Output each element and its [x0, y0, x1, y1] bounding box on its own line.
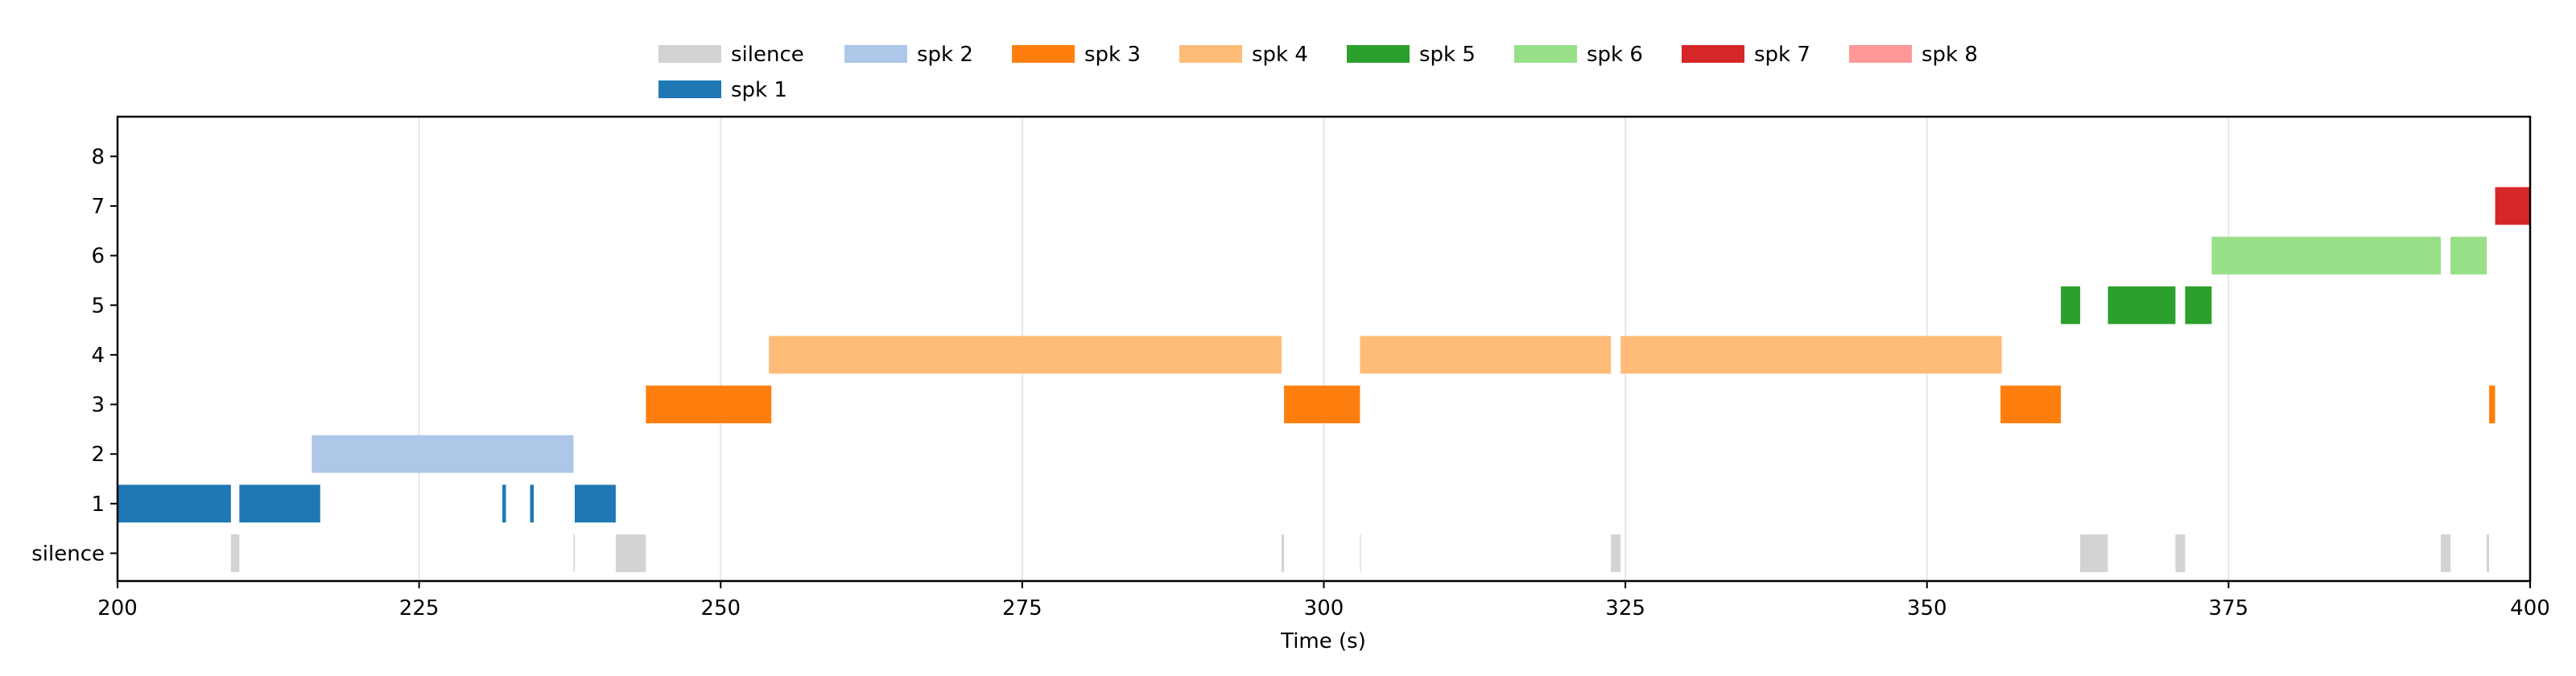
- legend-label: silence: [731, 43, 804, 67]
- legend-swatch: [1514, 45, 1577, 63]
- legend-swatch: [658, 80, 721, 98]
- segment-silence: [2441, 534, 2451, 572]
- x-tick-label: 275: [1002, 596, 1042, 620]
- segment-spk-3: [2000, 385, 2062, 423]
- y-tick-label: 8: [91, 145, 105, 169]
- legend-swatch: [1347, 45, 1410, 63]
- x-tick-label: 325: [1605, 596, 1645, 620]
- x-tick-label: 375: [2209, 596, 2249, 620]
- segment-spk-6: [2450, 237, 2487, 275]
- x-axis-ticks: 200 225 250 275 300 325 350 375 400: [97, 581, 2550, 620]
- x-tick-label: 350: [1907, 596, 1947, 620]
- segment-spk-6: [2211, 237, 2442, 275]
- segment-silence: [1282, 534, 1285, 572]
- segment-spk-4: [1360, 336, 1612, 374]
- segment-spk-4: [769, 336, 1282, 374]
- segment-spk-3: [646, 385, 772, 423]
- segments: [118, 187, 2530, 572]
- legend-label: spk 3: [1084, 43, 1141, 67]
- segment-spk-1: [502, 484, 506, 523]
- segment-silence: [1611, 534, 1621, 572]
- segment-spk-4: [1620, 336, 2002, 374]
- segment-spk-7: [2495, 187, 2530, 225]
- segment-silence: [2175, 534, 2186, 572]
- y-tick-label: 1: [91, 493, 105, 517]
- segment-spk-5: [2185, 286, 2212, 324]
- y-tick-label: 3: [91, 394, 105, 418]
- y-tick-label: 6: [91, 245, 105, 269]
- gridlines: [117, 117, 2531, 581]
- segment-spk-3: [1284, 385, 1360, 423]
- segment-silence: [573, 534, 575, 572]
- segment-spk-1: [239, 484, 320, 523]
- x-tick-label: 300: [1304, 596, 1344, 620]
- segment-spk-2: [312, 435, 574, 473]
- legend: silence spk 2 spk 3 spk 4 spk 5 spk 6 spk 7 spk…: [658, 43, 1978, 102]
- segment-spk-1: [118, 484, 231, 523]
- segment-silence: [615, 534, 646, 572]
- segment-silence: [2080, 534, 2108, 572]
- y-tick-label: 5: [91, 294, 105, 318]
- x-axis-label: Time (s): [1280, 629, 1366, 653]
- legend-swatch: [658, 45, 721, 63]
- x-tick-label: 400: [2510, 596, 2550, 620]
- segment-spk-1: [574, 484, 616, 523]
- legend-label: spk 4: [1252, 43, 1308, 67]
- legend-swatch: [1012, 45, 1075, 63]
- y-tick-label: 4: [91, 344, 105, 368]
- y-tick-label: 2: [91, 443, 105, 467]
- segment-silence: [230, 534, 240, 572]
- x-tick-label: 250: [700, 596, 741, 620]
- legend-swatch: [844, 45, 907, 63]
- segment-spk-1: [530, 484, 534, 523]
- legend-swatch: [1179, 45, 1242, 63]
- x-tick-label: 200: [97, 596, 138, 620]
- segment-silence: [2487, 534, 2490, 572]
- legend-swatch: [1682, 45, 1744, 63]
- legend-label: spk 6: [1587, 43, 1643, 67]
- legend-label: spk 2: [917, 43, 973, 67]
- x-tick-label: 225: [399, 596, 440, 620]
- legend-label: spk 7: [1754, 43, 1810, 67]
- legend-swatch: [1849, 45, 1912, 63]
- y-tick-label: 7: [91, 195, 105, 219]
- segment-spk-5: [2107, 286, 2176, 324]
- segment-spk-5: [2061, 286, 2081, 324]
- legend-label: spk 8: [1922, 43, 1978, 67]
- y-tick-label: silence: [31, 542, 105, 566]
- legend-label: spk 5: [1419, 43, 1476, 67]
- y-axis-ticks: silence 1 2 3 4 5 6 7 8: [31, 145, 118, 566]
- legend-label: spk 1: [731, 78, 787, 102]
- segment-spk-3: [2489, 385, 2496, 423]
